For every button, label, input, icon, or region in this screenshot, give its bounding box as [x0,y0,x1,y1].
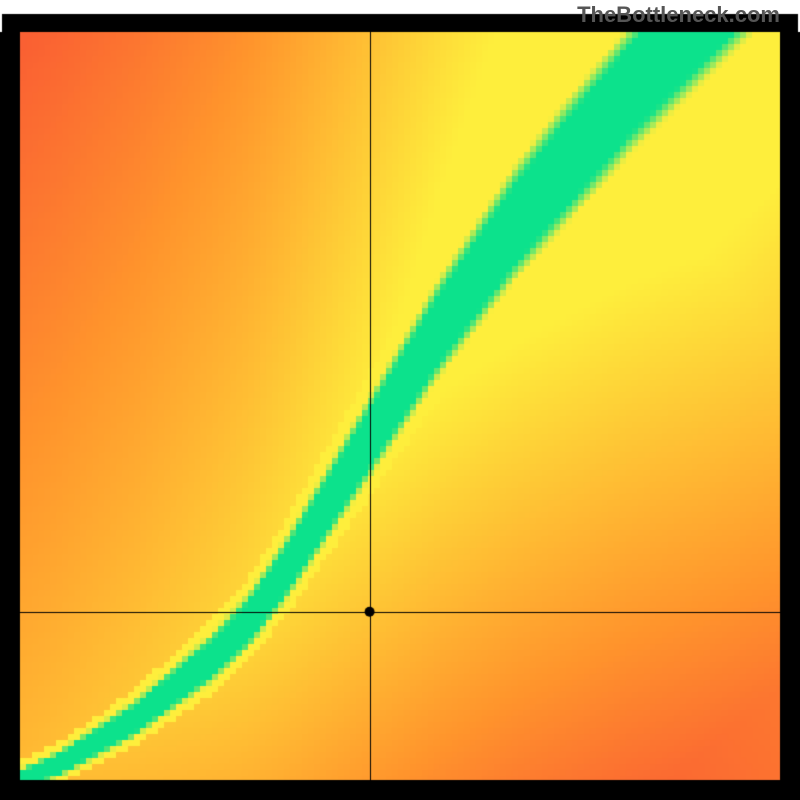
bottleneck-heatmap-canvas [0,0,800,800]
chart-container: TheBottleneck.com [0,0,800,800]
watermark-text: TheBottleneck.com [577,2,780,28]
